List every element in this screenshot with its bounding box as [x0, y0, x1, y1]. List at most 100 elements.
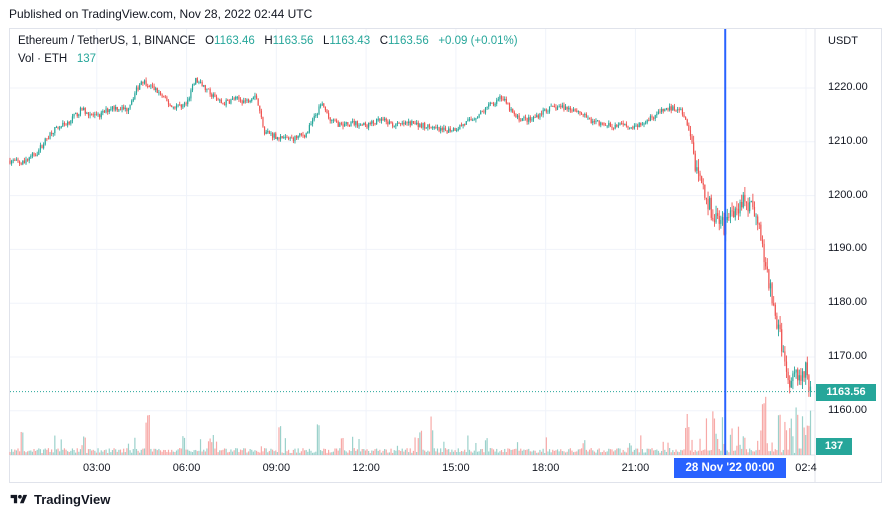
volume-bar	[454, 450, 456, 455]
volume-bar	[568, 449, 570, 455]
volume-bar	[140, 449, 142, 455]
candle-body	[236, 96, 238, 98]
volume-bar	[763, 403, 765, 455]
candle-body	[361, 124, 363, 126]
candle-body	[606, 125, 608, 127]
volume-bar	[12, 451, 14, 455]
volume-bar	[532, 450, 535, 455]
volume-bar	[433, 448, 435, 455]
volume-bar	[9, 451, 11, 455]
candle-body	[49, 132, 51, 139]
volume-bar	[683, 449, 685, 455]
volume-bar	[609, 449, 611, 455]
volume-bar	[577, 449, 579, 455]
candle-body	[564, 106, 567, 110]
last-volume-badge: 137	[816, 438, 852, 455]
candle-body	[781, 329, 783, 352]
volume-bar	[603, 450, 605, 455]
volume-bar	[678, 452, 680, 455]
volume-bar	[148, 414, 150, 455]
volume-value: 137	[76, 53, 96, 65]
open-label: O	[205, 35, 215, 47]
candle-body	[632, 127, 634, 129]
candle-body	[510, 108, 512, 111]
volume-bar	[414, 437, 416, 455]
volume-bar	[126, 448, 128, 455]
candle-body	[94, 114, 96, 116]
x-tick-label: 21:00	[621, 462, 650, 474]
volume-bar	[680, 449, 682, 455]
candle-body	[393, 126, 395, 128]
candle-body	[207, 88, 210, 90]
tradingview-brand[interactable]: TradingView	[9, 492, 110, 507]
candle-body	[569, 107, 571, 111]
candle-body	[267, 131, 269, 133]
candle-body	[57, 127, 59, 129]
volume-bar	[275, 450, 277, 455]
candle-body	[465, 121, 467, 125]
candle-body	[420, 124, 423, 128]
volume-bar	[371, 450, 373, 455]
volume-bar	[478, 451, 480, 455]
volume-bar	[773, 451, 775, 455]
candle-body	[673, 106, 676, 111]
volume-bar	[92, 449, 94, 455]
volume-bar	[65, 449, 67, 455]
candle-body	[728, 216, 730, 218]
volume-bar	[187, 449, 189, 455]
volume-bar	[374, 449, 376, 455]
volume-bar	[789, 428, 791, 455]
candle-body	[625, 123, 627, 127]
candle-body	[637, 125, 639, 127]
volume-bar	[57, 448, 59, 455]
volume-bar	[379, 449, 381, 455]
volume-bar	[268, 450, 270, 455]
candle-body	[76, 112, 78, 117]
candle-body	[260, 110, 262, 118]
volume-bar	[41, 452, 43, 455]
volume-bar	[524, 450, 527, 455]
candle-body	[664, 109, 666, 112]
candle-body	[592, 121, 594, 123]
volume-bar	[550, 452, 552, 455]
volume-bar	[797, 414, 799, 455]
volume-bar	[765, 396, 767, 455]
volume-bar	[231, 451, 234, 455]
candle-body	[201, 82, 203, 87]
volume-bar	[739, 444, 741, 455]
volume-bar	[720, 450, 722, 455]
volume-bar	[547, 451, 549, 455]
candle-body	[704, 184, 706, 198]
candle-body	[355, 121, 357, 125]
volume-bar	[311, 452, 314, 455]
volume-bar	[436, 448, 439, 455]
volume-bar	[95, 452, 98, 455]
candle-body	[265, 131, 267, 134]
volume-bar	[713, 418, 716, 455]
candle-body	[789, 380, 791, 388]
volume-bar	[528, 448, 530, 455]
candle-body	[576, 110, 578, 112]
candle-body	[41, 145, 43, 149]
candle-body	[612, 127, 615, 129]
volume-bar	[220, 450, 222, 455]
volume-bar	[417, 438, 419, 455]
volume-bar	[736, 445, 738, 455]
volume-bar	[99, 452, 101, 455]
candle-body	[444, 127, 447, 131]
volume-bar	[332, 451, 335, 455]
candle-body	[203, 85, 205, 87]
candle-body	[161, 94, 163, 97]
candle-body	[352, 120, 354, 122]
volume-bar	[51, 449, 53, 455]
chart-frame[interactable]	[9, 28, 882, 483]
candle-body	[531, 119, 533, 121]
candle-body	[638, 122, 640, 127]
candle-body	[292, 137, 294, 142]
volume-bar	[150, 448, 152, 455]
volume-bar	[677, 451, 679, 455]
volume-bar	[752, 451, 754, 455]
candle-body	[307, 131, 309, 134]
volume-bar	[233, 450, 235, 455]
